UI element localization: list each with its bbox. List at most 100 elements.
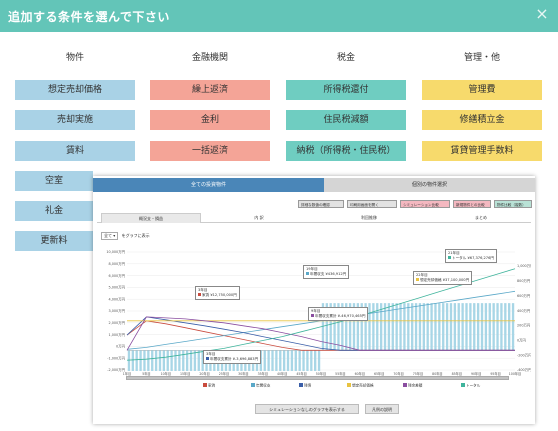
y2-tick-label: -200万円 bbox=[517, 353, 531, 357]
callout-sale-text: 想定売却価格 ¥37,100,000円 bbox=[416, 278, 469, 283]
bar-annual bbox=[391, 303, 394, 351]
legend-swatch bbox=[347, 383, 351, 387]
condition-button-property-sale[interactable]: 売却実施 bbox=[15, 110, 135, 130]
bar-annual bbox=[185, 350, 189, 371]
bar-annual bbox=[418, 303, 422, 351]
bar-annual bbox=[162, 350, 166, 371]
legend-swatch bbox=[203, 383, 207, 387]
subtab-overview[interactable]: 概況支・損益 bbox=[101, 213, 201, 223]
condition-button-property-key-money[interactable]: 礼金 bbox=[15, 201, 93, 221]
bar-annual bbox=[465, 303, 468, 351]
chart-scrollbar[interactable] bbox=[126, 376, 509, 380]
x-tick-label: 50年目 bbox=[316, 371, 326, 376]
legend-swatch bbox=[251, 383, 255, 387]
tab-all-properties[interactable]: 全ての投資物件 bbox=[93, 178, 324, 192]
condition-button-finance-lump-sum[interactable]: 一括返済 bbox=[150, 141, 270, 161]
condition-button-management-fee[interactable]: 管理費 bbox=[422, 80, 542, 100]
chart-y2-ticks: 1,000万円 800万円 600万円 400万円 200万円 0万円 -200万円 -400… bbox=[517, 264, 531, 372]
bar-annual bbox=[279, 350, 282, 371]
y-tick-label: 6,000万円 bbox=[109, 274, 126, 278]
tab-individual-property[interactable]: 個別の物件選択 bbox=[324, 178, 535, 192]
condition-button-property-vacancy[interactable]: 空室 bbox=[15, 171, 93, 191]
property-tabs: 全ての投資物件 個別の物件選択 bbox=[93, 178, 535, 192]
print-view-button[interactable]: 印刷用画面を開く bbox=[347, 200, 397, 208]
callout-rent-swatch bbox=[198, 293, 201, 296]
legend-label: トータル bbox=[466, 383, 481, 388]
bar-annual bbox=[484, 303, 488, 351]
condition-button-repair-reserve[interactable]: 修繕積立金 bbox=[422, 110, 542, 130]
bar-annual bbox=[197, 350, 200, 371]
bar-annual bbox=[201, 350, 204, 371]
x-tick-label: 60年目 bbox=[355, 371, 365, 376]
condition-button-tax-resident-reduction[interactable]: 住民税減額 bbox=[286, 110, 406, 130]
series-line-家賃 bbox=[126, 320, 515, 351]
new-property-compare-button[interactable]: 新規物件との比較 bbox=[453, 200, 491, 208]
legend-item-rent: 家賃 bbox=[203, 383, 215, 389]
chart-legend: 家賃 年間収支 残債 想定売却価格 残余差額 トータル bbox=[203, 383, 523, 391]
bar-annual bbox=[135, 350, 138, 371]
condition-button-rental-management-fee[interactable]: 賃貸管理手数料 bbox=[422, 141, 542, 161]
y-tick-label: 2,000万円 bbox=[109, 321, 126, 325]
subtab-summary[interactable]: まとめ bbox=[475, 215, 487, 220]
condition-button-finance-prepayment[interactable]: 繰上返済 bbox=[150, 80, 270, 100]
callout-cum3-text: 年間収支累計 ¥-3,696,883円 bbox=[206, 357, 258, 362]
condition-button-tax-payment[interactable]: 納税（所得税・住民税） bbox=[286, 141, 406, 161]
callout-sale-swatch bbox=[416, 278, 419, 281]
bar-annual bbox=[504, 303, 507, 351]
series-line-残余差額 bbox=[126, 316, 515, 351]
chart-y-ticks: 10,000万円 8,000万円 6,000万円 5,000万円 4,000万円 3,00… bbox=[106, 250, 125, 372]
legend-swatch bbox=[403, 383, 407, 387]
bar-annual bbox=[189, 350, 193, 371]
x-tick-label: 40年目 bbox=[277, 371, 287, 376]
multi-property-compare-button[interactable]: 物件比較（複数） bbox=[494, 200, 532, 208]
subtab-breakdown[interactable]: 内 訳 bbox=[254, 215, 264, 220]
bar-annual bbox=[395, 303, 398, 351]
bar-annual bbox=[368, 303, 371, 351]
filter-select[interactable]: 全て ▾ bbox=[101, 232, 119, 240]
legend-item-annual: 年間収支 bbox=[251, 383, 270, 389]
bar-annual bbox=[461, 303, 464, 351]
legend-item-sale-price: 想定売却価格 bbox=[347, 383, 374, 389]
detail-values-button[interactable]: 詳細な数値の確認 bbox=[298, 200, 344, 208]
bar-annual bbox=[457, 303, 460, 351]
chevron-down-icon: ▾ bbox=[113, 233, 116, 238]
bar-annual bbox=[170, 350, 173, 371]
series-line-残債 bbox=[126, 316, 515, 351]
simulation-compare-button[interactable]: シミュレーション比較 bbox=[400, 200, 450, 208]
bar-annual bbox=[449, 303, 453, 351]
condition-button-property-renewal-fee[interactable]: 更新料 bbox=[15, 231, 93, 251]
bar-annual bbox=[476, 303, 480, 351]
condition-button-property-rent[interactable]: 賃料 bbox=[15, 141, 135, 161]
subtab-yield[interactable]: 利回推移 bbox=[361, 215, 377, 220]
callout-cumulative-3: 3年目 年間収支累計 ¥-3,696,883円 bbox=[203, 350, 262, 364]
condition-button-tax-refund[interactable]: 所得税還付 bbox=[286, 80, 406, 100]
show-graph-without-simulation-button[interactable]: シミュレーションなしのグラフを表示する bbox=[255, 404, 359, 414]
condition-button-property-sale-price[interactable]: 想定売却価格 bbox=[15, 80, 135, 100]
callout-annual-value: 年間収支 ¥436,912円 bbox=[310, 272, 347, 276]
bar-annual bbox=[306, 350, 309, 371]
bar-annual bbox=[166, 350, 169, 371]
close-icon[interactable]: × bbox=[535, 4, 549, 23]
bar-annual bbox=[345, 303, 348, 351]
bar-annual bbox=[387, 303, 391, 351]
bar-annual bbox=[422, 303, 425, 351]
simulation-preview-panel: 全ての投資物件 個別の物件選択 詳細な数値の確認 印刷用画面を開く シミュレーシ… bbox=[93, 176, 535, 424]
bar-annual bbox=[333, 303, 336, 351]
callout-total-text: トータル ¥67,376,276円 bbox=[448, 256, 494, 261]
bar-annual bbox=[445, 303, 449, 351]
condition-button-finance-interest[interactable]: 金利 bbox=[150, 110, 270, 130]
bar-annual bbox=[193, 350, 197, 371]
callout-rent: 3年目 家賃 ¥12,750,000円 bbox=[195, 286, 240, 300]
y2-tick-label: 600万円 bbox=[517, 294, 531, 298]
bar-annual bbox=[348, 303, 352, 351]
bar-annual bbox=[337, 303, 340, 351]
x-tick-label: 55年目 bbox=[335, 371, 345, 376]
callout-cum1-swatch bbox=[311, 314, 314, 317]
legend-help-button[interactable]: 凡例の説明 bbox=[365, 404, 399, 414]
bar-annual bbox=[182, 350, 185, 371]
bar-annual bbox=[174, 350, 177, 371]
bar-annual bbox=[414, 303, 418, 351]
x-tick-label: 85年目 bbox=[452, 371, 462, 376]
bar-annual bbox=[356, 303, 360, 351]
y-tick-label: 3,000万円 bbox=[109, 309, 126, 313]
